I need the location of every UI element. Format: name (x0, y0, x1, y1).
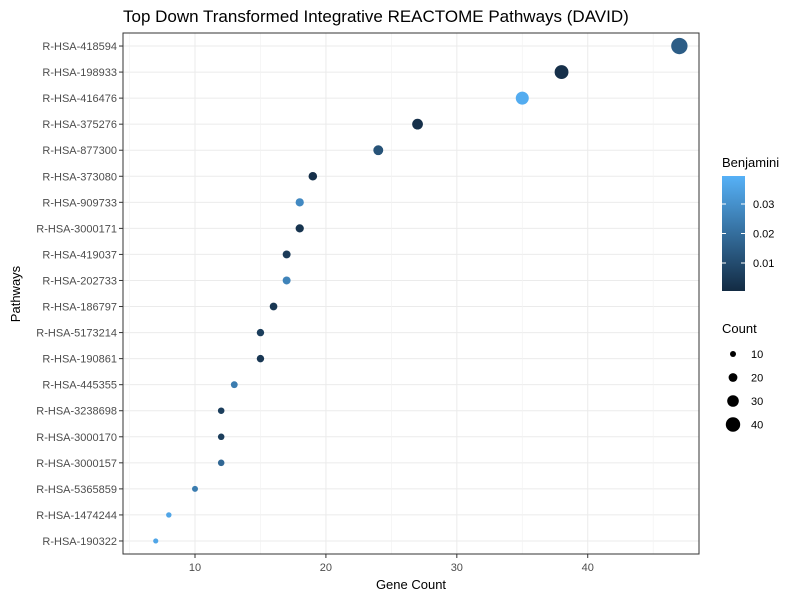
y-tick-label: R-HSA-5173214 (36, 328, 117, 340)
size-key-label: 40 (751, 420, 763, 432)
legend-benjamini: Benjamini 0.01 0.02 0.03 (722, 155, 779, 291)
y-tick-label: R-HSA-375276 (42, 119, 117, 131)
y-tick-label: R-HSA-186797 (42, 302, 117, 314)
point-r-hsa-416476 (515, 91, 529, 105)
y-tick-label: R-HSA-416476 (42, 93, 117, 105)
y-tick-label: R-HSA-3000157 (36, 458, 117, 470)
legend-count: Count 10 20 30 40 (722, 321, 763, 432)
point-r-hsa-190322 (153, 538, 159, 544)
data-points (153, 37, 688, 544)
y-tick-label: R-HSA-419037 (42, 249, 117, 261)
point-r-hsa-5365859 (192, 485, 198, 492)
legend-benjamini-title: Benjamini (722, 155, 779, 170)
y-tick-label: R-HSA-418594 (42, 41, 117, 53)
y-tick-label: R-HSA-5365859 (36, 484, 117, 496)
y-tick-label: R-HSA-445355 (42, 380, 117, 392)
size-key-dot (728, 373, 738, 382)
point-r-hsa-877300 (373, 145, 384, 156)
point-r-hsa-198933 (554, 65, 569, 79)
y-axis-ticks: R-HSA-418594 R-HSA-198933 R-HSA-416476 R-HS… (36, 41, 123, 548)
size-key-label: 30 (751, 396, 763, 408)
y-tick-label: R-HSA-1474244 (36, 510, 117, 522)
x-axis-ticks: 10 20 30 40 (189, 554, 594, 574)
point-r-hsa-186797 (269, 302, 278, 311)
point-r-hsa-375276 (412, 118, 423, 130)
colorbar-tick-label: 0.01 (753, 258, 774, 270)
y-axis-label: Pathways (8, 265, 23, 322)
colorbar-tick-label: 0.02 (753, 229, 774, 241)
point-r-hsa-190861 (256, 354, 265, 363)
x-tick-label: 20 (320, 562, 332, 574)
point-r-hsa-3000157 (217, 459, 225, 467)
size-key-label: 20 (751, 373, 763, 385)
x-tick-label: 40 (582, 562, 594, 574)
point-r-hsa-3000171 (295, 224, 304, 233)
point-r-hsa-3238698 (217, 407, 225, 415)
x-tick-label: 10 (189, 562, 201, 574)
legend-count-title: Count (722, 321, 757, 336)
grid (123, 33, 699, 554)
colorbar (722, 176, 745, 291)
x-tick-label: 30 (451, 562, 463, 574)
y-tick-label: R-HSA-3000171 (36, 223, 117, 235)
y-tick-label: R-HSA-877300 (42, 145, 117, 157)
colorbar-ticks: 0.01 0.02 0.03 (722, 199, 774, 270)
point-r-hsa-418594 (671, 37, 688, 55)
point-r-hsa-5173214 (256, 328, 265, 337)
size-key-label: 10 (751, 349, 763, 361)
chart-title: Top Down Transformed Integrative REACTOM… (123, 7, 629, 26)
y-tick-label: R-HSA-909733 (42, 197, 117, 209)
point-r-hsa-202733 (282, 276, 291, 285)
size-key-dot (730, 351, 736, 357)
point-r-hsa-445355 (230, 381, 238, 389)
y-tick-label: R-HSA-198933 (42, 67, 117, 79)
point-r-hsa-373080 (308, 172, 318, 181)
y-tick-label: R-HSA-3000170 (36, 432, 117, 444)
point-r-hsa-1474244 (166, 512, 172, 518)
plot-border (122, 32, 700, 555)
colorbar-tick-label: 0.03 (753, 199, 774, 211)
y-tick-label: R-HSA-3238698 (36, 406, 117, 418)
y-tick-label: R-HSA-202733 (42, 275, 117, 287)
y-tick-label: R-HSA-190861 (42, 354, 117, 366)
size-legend-keys: 10 20 30 40 (725, 349, 763, 432)
y-tick-label: R-HSA-373080 (42, 171, 117, 183)
y-tick-label: R-HSA-190322 (42, 536, 117, 548)
point-r-hsa-419037 (282, 250, 291, 259)
size-key-dot (725, 417, 741, 432)
point-r-hsa-909733 (295, 198, 304, 207)
size-key-dot (727, 395, 739, 407)
point-r-hsa-3000170 (217, 433, 225, 441)
x-axis-label: Gene Count (376, 577, 446, 592)
